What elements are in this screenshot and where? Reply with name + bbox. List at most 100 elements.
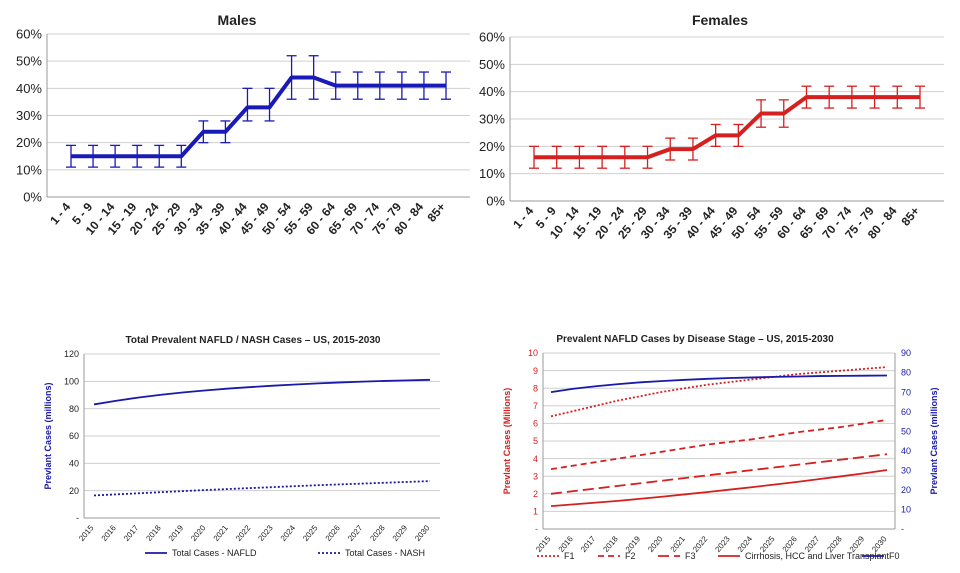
y-axis-label-right: Prevlant Cases (millions)	[929, 387, 939, 494]
y-tick-label: 8	[533, 383, 538, 393]
x-tick-label: 2023	[256, 523, 275, 543]
y-tick-label: 50%	[16, 54, 42, 69]
x-tick-label: 2024	[279, 523, 298, 543]
y-tick-label: 10%	[479, 166, 505, 181]
y-tick-label: 30%	[16, 108, 42, 123]
legend-label: F3	[685, 551, 696, 561]
chart-title: Females	[692, 12, 748, 28]
y-tick-label: 10	[528, 348, 538, 358]
x-tick-label: 2025	[301, 523, 320, 543]
x-tick-label: 2020	[646, 534, 665, 554]
x-tick-label: 2019	[167, 523, 186, 543]
series-f1	[550, 366, 888, 418]
chart-stage: Prevalent NAFLD Cases by Disease Stage –…	[502, 334, 939, 561]
y-tick-label: 20%	[16, 135, 42, 150]
series-cirrhosis-hcc-and-liver-transplant	[550, 469, 888, 508]
series-line	[66, 55, 451, 168]
series-f0	[550, 374, 888, 394]
y-tick-label: -	[76, 513, 79, 523]
y-tick-label: 0%	[486, 194, 505, 209]
y-tick-label: 60%	[16, 27, 42, 42]
x-tick-label: 1 - 4	[47, 200, 73, 228]
y-tick-label-right: 90	[901, 348, 911, 358]
data-line	[550, 418, 888, 471]
legend-label: Total Cases - NAFLD	[172, 548, 257, 558]
y-tick-label-right: 60	[901, 407, 911, 417]
y-tick-label: 6	[533, 419, 538, 429]
y-tick-label-right: 10	[901, 505, 911, 515]
legend: F1 F2 F3 Cirrhosis, HCC and Liver Transplan…	[537, 551, 900, 561]
y-tick-label: 120	[64, 349, 79, 359]
chart-total: Total Prevalent NAFLD / NASH Cases – US,…	[43, 335, 440, 558]
x-tick-label: 2018	[601, 534, 620, 554]
chart-title: Males	[218, 12, 257, 28]
legend-label: F2	[625, 551, 636, 561]
x-tick-label: 2018	[144, 523, 163, 543]
data-line	[550, 453, 888, 495]
y-tick-label: 80	[69, 404, 79, 414]
data-line	[550, 366, 888, 418]
y-tick-label-right: 40	[901, 446, 911, 456]
y-tick-label: 0%	[23, 190, 42, 205]
y-tick-label-right: 20	[901, 485, 911, 495]
x-tick-label: 2026	[324, 523, 343, 543]
y-tick-label: 2	[533, 489, 538, 499]
x-tick-label: 2023	[713, 534, 732, 554]
x-tick-label: 2020	[189, 523, 208, 543]
x-tick-label: 2017	[579, 534, 598, 554]
x-tick-label: 2029	[391, 523, 410, 543]
y-tick-label: 20	[69, 486, 79, 496]
series-total-cases-nash	[93, 480, 431, 497]
x-tick-label: 2030	[413, 523, 432, 543]
y-tick-label: 60%	[479, 30, 505, 45]
y-tick-label: 50%	[479, 57, 505, 72]
data-line	[550, 374, 888, 394]
y-tick-label: 20%	[479, 139, 505, 154]
x-tick-label: 2021	[212, 523, 231, 543]
series-f3	[550, 453, 888, 495]
y-tick-label: 100	[64, 376, 79, 386]
x-tick-label: 2015	[534, 534, 553, 554]
y-tick-label: 30%	[479, 112, 505, 127]
data-line	[93, 378, 431, 406]
y-tick-label-right: 70	[901, 387, 911, 397]
x-tick-label: 2027	[346, 523, 365, 543]
x-tick-label: 2016	[100, 523, 119, 543]
x-tick-label: 85+	[424, 200, 448, 225]
y-tick-label-right: 80	[901, 368, 911, 378]
y-tick-label: 5	[533, 436, 538, 446]
data-line	[93, 480, 431, 497]
y-tick-label: 7	[533, 401, 538, 411]
y-tick-label: 40%	[479, 84, 505, 99]
x-tick-label: 1 - 4	[510, 204, 536, 232]
x-tick-label: 2028	[368, 523, 387, 543]
chart-title: Prevalent NAFLD Cases by Disease Stage –…	[556, 334, 834, 345]
series-f2	[550, 418, 888, 471]
y-tick-label: 60	[69, 431, 79, 441]
series-total-cases-nafld	[93, 378, 431, 406]
y-tick-label-right: -	[901, 524, 904, 534]
data-line	[71, 75, 446, 159]
data-line	[534, 95, 920, 160]
y-axis-label: Prevlant Cases (millions)	[43, 382, 53, 489]
legend-label: F0	[889, 551, 900, 561]
y-tick-label-right: 30	[901, 465, 911, 475]
y-tick-label: 3	[533, 471, 538, 481]
y-tick-label: -	[535, 524, 538, 534]
y-tick-label-right: 50	[901, 426, 911, 436]
x-tick-label: 85+	[898, 204, 922, 229]
legend-label: Cirrhosis, HCC and Liver Transplant	[745, 551, 890, 561]
chart-title: Total Prevalent NAFLD / NASH Cases – US,…	[126, 335, 381, 346]
y-tick-label: 40	[69, 458, 79, 468]
data-line	[550, 469, 888, 508]
x-tick-label: 2015	[77, 523, 96, 543]
x-tick-label: 2017	[122, 523, 141, 543]
legend-label: F1	[564, 551, 575, 561]
legend: Total Cases - NAFLD Total Cases - NASH	[145, 548, 425, 558]
y-tick-label: 9	[533, 366, 538, 376]
x-tick-label: 2022	[234, 523, 253, 543]
y-tick-label: 40%	[16, 81, 42, 96]
